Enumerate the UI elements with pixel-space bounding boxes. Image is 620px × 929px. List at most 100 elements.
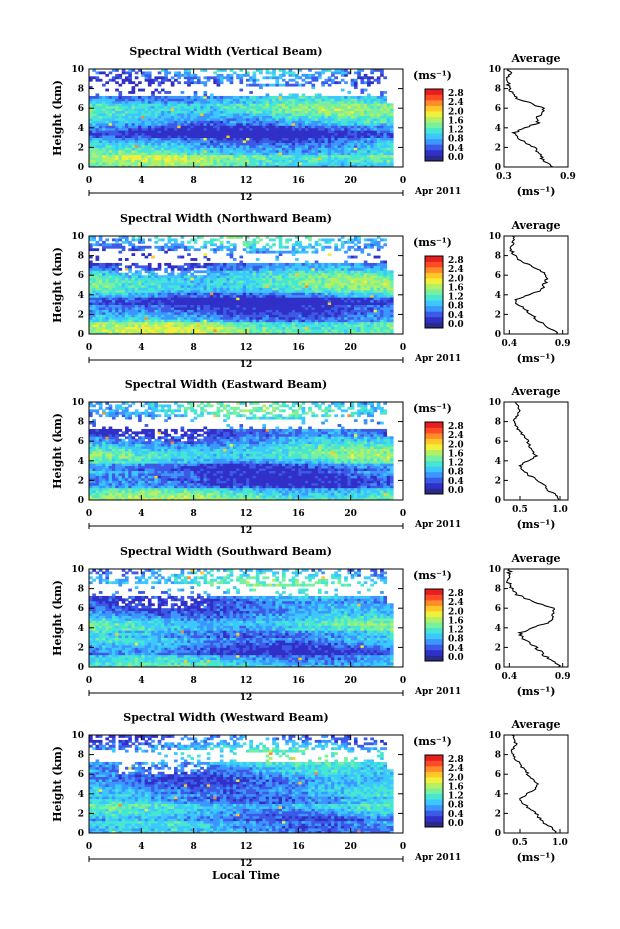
heatmap-cell [164, 130, 168, 134]
heatmap-cell [213, 164, 217, 168]
heatmap-cell [124, 130, 129, 134]
heatmap-cell [255, 98, 260, 102]
heatmap-cell [206, 164, 211, 168]
heatmap-cell [337, 309, 342, 313]
heatmap-cell [134, 309, 139, 313]
heatmap-cell [337, 105, 342, 109]
heatmap-cell [304, 127, 309, 131]
heatmap-cell [167, 127, 172, 131]
heatmap-cell [295, 95, 299, 99]
heatmap-cell [252, 314, 257, 318]
heatmap-cell [317, 95, 322, 99]
heatmap-cell [154, 152, 159, 156]
heatmap-cell [98, 108, 103, 112]
heatmap-cell [206, 149, 211, 153]
heatmap-cell [281, 319, 286, 323]
heatmap-cell [111, 319, 116, 323]
heatmap-cell [141, 130, 145, 134]
heatmap-cell [196, 144, 201, 148]
heatmap-cell [304, 118, 309, 121]
heatmap-cell [376, 113, 381, 116]
heatmap-cell [134, 76, 139, 80]
heatmap-cell [226, 115, 231, 119]
heatmap-cell [105, 321, 110, 325]
heatmap-cell [118, 95, 123, 99]
heatmap-cell [151, 326, 155, 330]
heatmap-cell [376, 157, 381, 161]
heatmap-cell [203, 309, 208, 313]
heatmap-cell [360, 154, 365, 158]
heatmap-cell [219, 132, 224, 136]
heatmap-cell [334, 297, 338, 301]
heatmap-cell [232, 137, 237, 141]
heatmap-cell [314, 289, 319, 293]
heatmap-cell [268, 285, 273, 288]
heatmap-cell [265, 309, 270, 313]
heatmap-cell [363, 76, 368, 80]
heatmap-cell [308, 164, 312, 168]
heatmap-cell [92, 292, 96, 296]
heatmap-cell [291, 162, 296, 165]
heatmap-cell [268, 95, 273, 99]
heatmap-cell [190, 326, 195, 330]
heatmap-cell [190, 164, 195, 168]
heatmap-cell [311, 304, 316, 308]
heatmap-cell [370, 76, 374, 80]
heatmap-cell [321, 135, 325, 138]
heatmap-cell [308, 149, 312, 153]
heatmap-cell [285, 115, 289, 119]
heatmap-cell [232, 122, 237, 126]
heatmap-cell [272, 95, 276, 99]
heatmap-cell [124, 120, 129, 124]
heatmap-cell [183, 164, 188, 168]
heatmap-cell [376, 108, 381, 112]
heatmap-cell [121, 289, 126, 293]
heatmap-cell [141, 321, 145, 325]
heatmap-cell [213, 299, 217, 303]
heatmap-cell [239, 154, 244, 158]
heatmap-cell [239, 105, 244, 109]
heatmap-cell [124, 159, 129, 163]
heatmap-cell [255, 137, 260, 141]
heatmap-cell [367, 299, 371, 303]
heatmap-cell [259, 105, 263, 109]
heatmap-cell [347, 154, 352, 158]
heatmap-cell [298, 108, 302, 112]
heatmap-cell [102, 311, 106, 315]
heatmap-cell [187, 319, 191, 323]
heatmap-cell [138, 125, 142, 129]
heatmap-cell [357, 120, 361, 124]
heatmap-cell [141, 135, 145, 138]
heatmap-cell [170, 294, 175, 298]
heatmap-cell [383, 118, 388, 121]
heatmap-cell [210, 159, 214, 163]
heatmap-cell [164, 285, 168, 288]
heatmap-cell [252, 135, 257, 138]
heatmap-cell [252, 154, 257, 158]
heatmap-cell [190, 314, 195, 318]
heatmap-cell [353, 147, 358, 151]
heatmap-cell [370, 125, 374, 129]
heatmap-cell [98, 105, 103, 109]
heatmap-cell [177, 127, 181, 131]
heatmap-cell [108, 147, 113, 151]
heatmap-cell [236, 314, 240, 318]
heatmap-cell [344, 95, 348, 99]
heatmap-cell [242, 292, 247, 296]
heatmap-cell [278, 108, 283, 112]
heatmap-cell [285, 81, 289, 85]
heatmap-cell [226, 140, 231, 143]
heatmap-cell [301, 285, 306, 288]
heatmap-cell [246, 307, 250, 310]
heatmap-cell [259, 319, 263, 323]
heatmap-cell [301, 164, 306, 168]
heatmap-cell [131, 135, 136, 138]
heatmap-cell [124, 154, 129, 158]
heatmap-cell [255, 142, 260, 146]
heatmap-cell [252, 122, 257, 126]
heatmap-cell [138, 299, 142, 303]
heatmap-cell [193, 314, 198, 318]
heatmap-cell [317, 105, 322, 109]
heatmap-cell [252, 326, 257, 330]
heatmap-cell [131, 152, 136, 156]
